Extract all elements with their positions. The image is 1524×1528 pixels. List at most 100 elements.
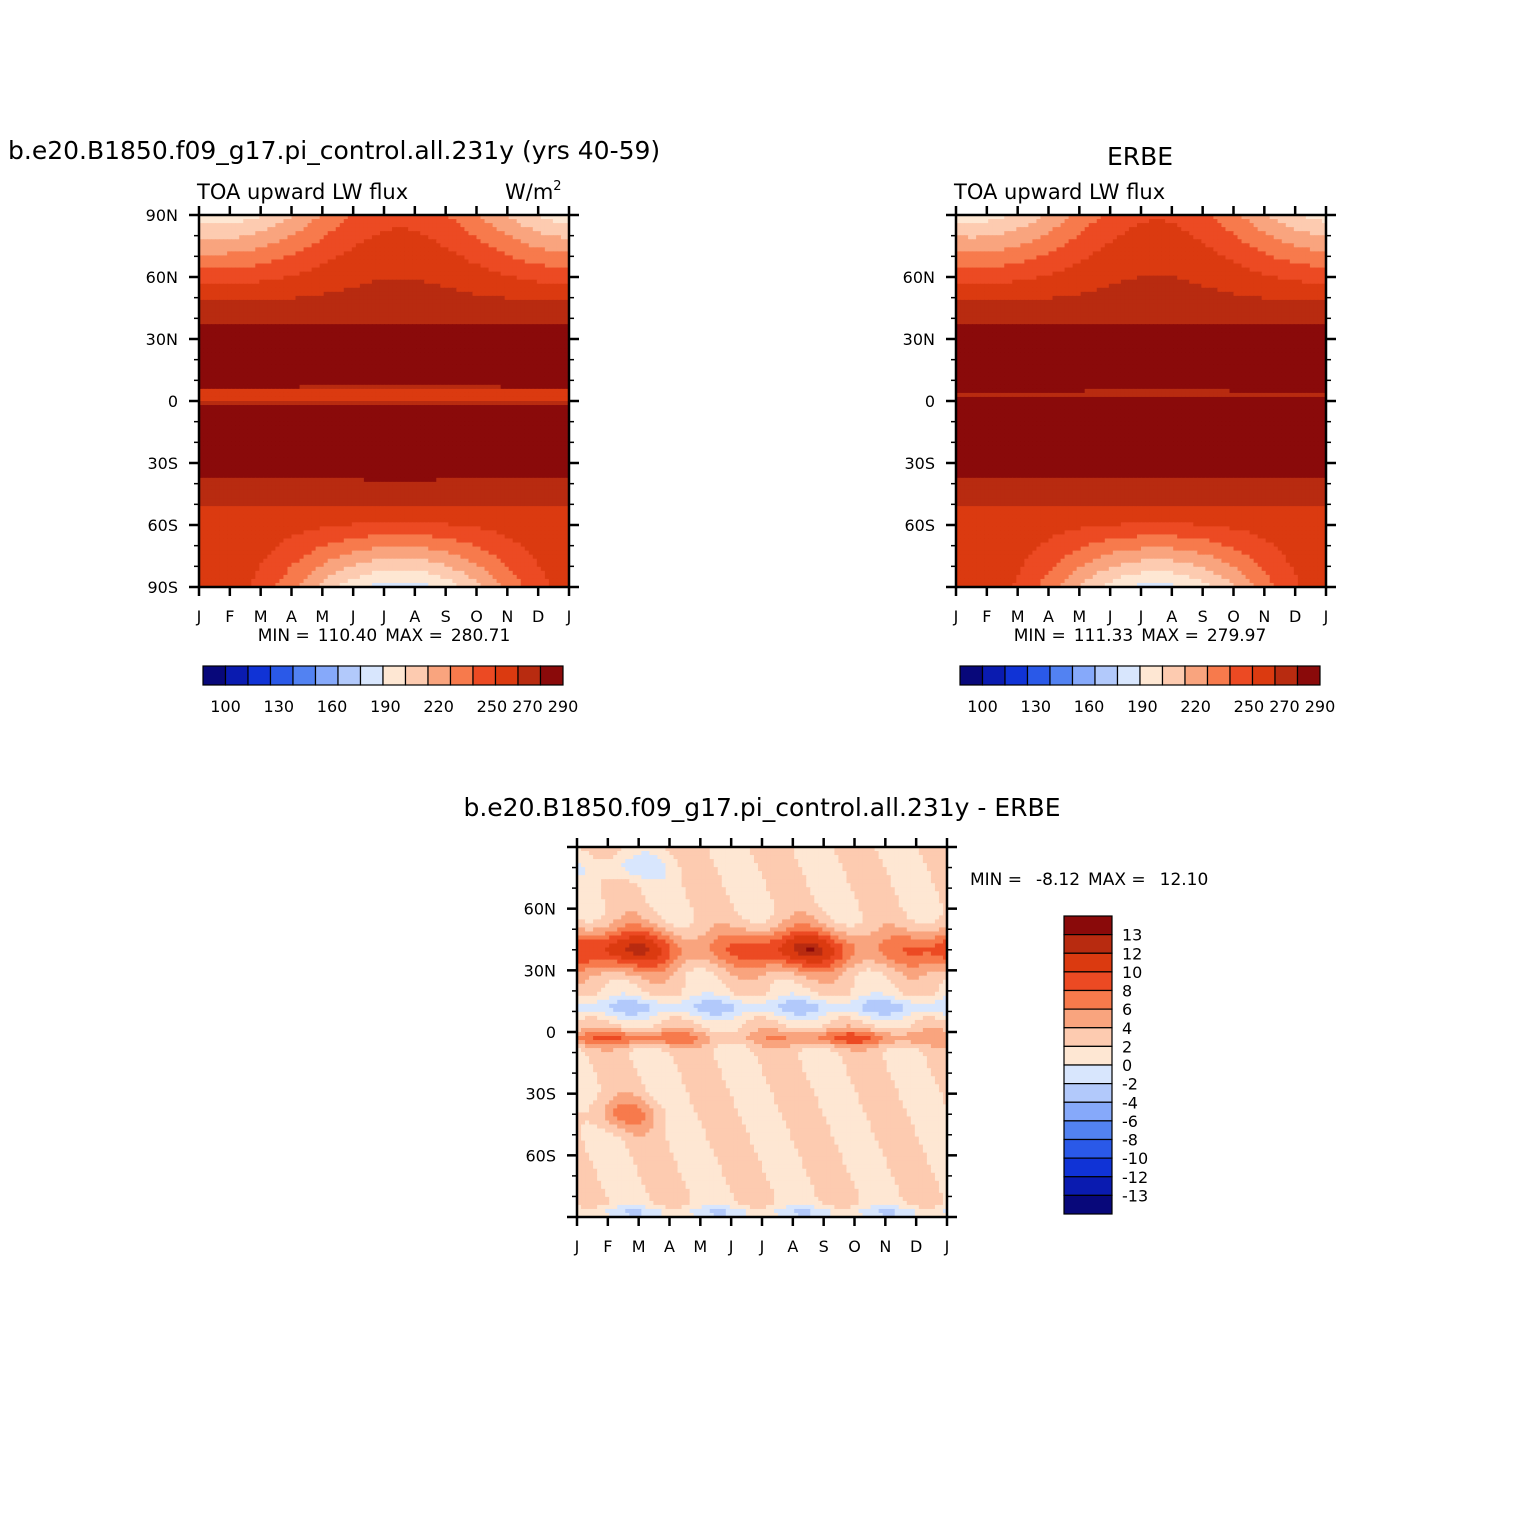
contour-cell xyxy=(203,368,208,374)
contour-cell xyxy=(251,348,256,354)
contour-cell xyxy=(315,392,321,398)
contour-cell xyxy=(520,275,526,281)
contour-cell xyxy=(379,303,385,309)
contour-cell xyxy=(444,344,449,350)
contour-cell xyxy=(424,348,429,354)
contour-cell xyxy=(428,312,433,317)
contour-cell xyxy=(452,259,457,265)
contour-cell xyxy=(396,421,401,426)
contour-cell xyxy=(307,352,313,358)
contour-cell xyxy=(520,409,526,414)
contour-cell xyxy=(267,239,272,244)
contour-cell xyxy=(556,364,562,370)
contour-cell xyxy=(367,405,373,410)
contour-cell xyxy=(263,421,268,426)
contour-cell xyxy=(379,405,385,410)
contour-cell xyxy=(512,340,518,345)
contour-cell xyxy=(460,223,466,228)
contour-cell xyxy=(516,425,522,430)
contour-cell xyxy=(375,409,381,414)
contour-cell xyxy=(548,223,554,228)
contour-cell xyxy=(540,223,546,228)
contour-cell xyxy=(500,352,506,358)
contour-cell xyxy=(295,251,301,257)
contour-cell xyxy=(400,324,405,329)
contour-cell xyxy=(255,364,260,370)
contour-cell xyxy=(243,421,248,426)
contour-cell xyxy=(472,388,478,394)
contour-cell xyxy=(520,425,526,430)
contour-cell xyxy=(255,344,260,350)
contour-cell xyxy=(448,328,453,333)
contour-cell xyxy=(375,405,381,410)
contour-cell xyxy=(363,231,369,236)
contour-cell xyxy=(400,303,405,309)
contour-cell xyxy=(392,396,397,402)
contour-cell xyxy=(215,303,220,309)
contour-cell xyxy=(560,352,566,358)
contour-cell xyxy=(307,344,313,350)
contour-cell xyxy=(239,409,244,414)
contour-cell xyxy=(307,267,313,273)
contour-cell xyxy=(396,356,401,362)
contour-cell xyxy=(500,384,506,390)
contour-cell xyxy=(444,308,449,313)
contour-cell xyxy=(412,405,417,410)
contour-cell xyxy=(484,425,490,430)
contour-cell xyxy=(564,275,569,281)
contour-cell xyxy=(355,308,361,313)
contour-cell xyxy=(512,376,518,382)
contour-cell xyxy=(371,287,377,293)
contour-cell xyxy=(251,328,256,333)
contour-cell xyxy=(436,344,441,350)
contour-cell xyxy=(532,324,538,329)
contour-cell xyxy=(420,239,425,244)
contour-cell xyxy=(351,409,357,414)
contour-cell xyxy=(319,239,325,244)
contour-cell xyxy=(516,287,522,293)
contour-cell xyxy=(203,219,208,224)
contour-cell xyxy=(524,392,530,398)
contour-cell xyxy=(504,396,510,402)
contour-cell xyxy=(420,227,425,232)
contour-cell xyxy=(311,384,317,390)
contour-cell xyxy=(307,413,313,418)
contour-cell xyxy=(315,356,321,362)
contour-cell xyxy=(303,263,309,269)
contour-cell xyxy=(488,429,494,434)
contour-cell xyxy=(255,235,260,240)
contour-cell xyxy=(428,392,433,398)
contour-cell xyxy=(384,235,389,240)
contour-cell xyxy=(476,340,482,345)
contour-cell xyxy=(375,413,381,418)
contour-cell xyxy=(331,215,337,220)
contour-cell xyxy=(311,227,317,232)
contour-cell xyxy=(400,388,405,394)
contour-cell xyxy=(271,271,277,277)
contour-cell xyxy=(363,396,369,402)
contour-cell xyxy=(556,308,562,313)
contour-cell xyxy=(307,291,313,297)
contour-cell xyxy=(199,279,204,285)
contour-cell xyxy=(508,413,514,418)
contour-cell xyxy=(259,299,264,305)
contour-cell xyxy=(327,417,333,422)
contour-cell xyxy=(247,251,252,257)
contour-cell xyxy=(255,295,260,301)
contour-cell xyxy=(444,251,449,257)
contour-cell xyxy=(496,348,502,354)
contour-cell xyxy=(556,219,562,224)
contour-cell xyxy=(456,223,462,228)
contour-cell xyxy=(299,227,305,232)
contour-cell xyxy=(219,352,224,358)
contour-cell xyxy=(303,417,309,422)
contour-cell xyxy=(512,303,518,309)
contour-cell xyxy=(339,396,345,402)
contour-cell xyxy=(408,324,413,329)
contour-cell xyxy=(247,328,252,333)
contour-cell xyxy=(331,401,337,406)
contour-cell xyxy=(307,368,313,374)
contour-cell xyxy=(396,401,401,406)
contour-cell xyxy=(540,267,546,273)
contour-cell xyxy=(339,303,345,309)
